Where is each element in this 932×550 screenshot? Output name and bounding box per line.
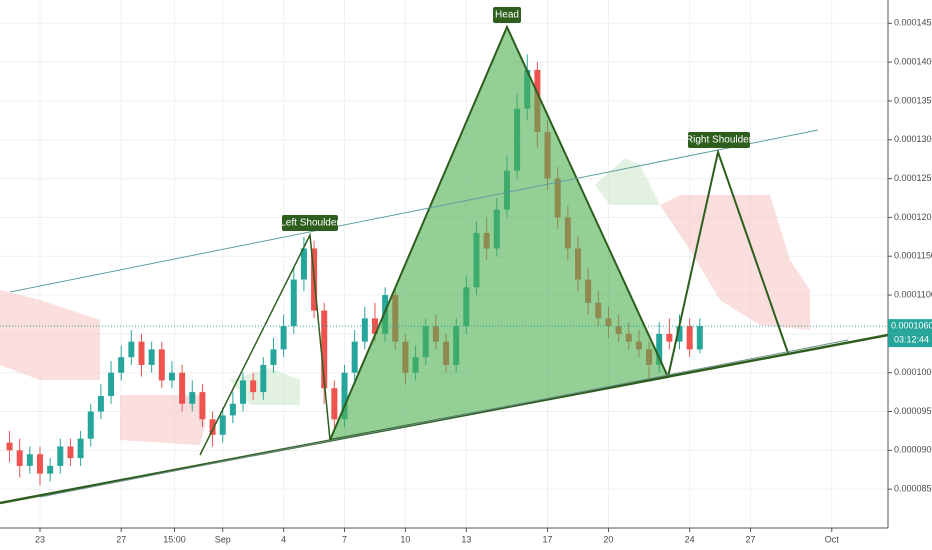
support-line xyxy=(39,339,849,498)
candle-body xyxy=(16,450,23,466)
candle-body xyxy=(666,333,673,342)
candle-body xyxy=(67,446,74,459)
cloud-area xyxy=(0,290,100,380)
price-axis xyxy=(888,0,932,550)
candle-body xyxy=(229,403,236,416)
candle-body xyxy=(676,326,683,342)
countdown-label: 03:12:44 xyxy=(894,334,929,344)
candle-body xyxy=(371,318,378,334)
candle-body xyxy=(260,364,267,393)
candle-body xyxy=(300,248,307,280)
candle-body xyxy=(36,454,43,474)
x-tick-label: Sep xyxy=(215,534,231,544)
candle-body xyxy=(108,372,115,396)
label-box xyxy=(493,7,521,23)
candle-body xyxy=(280,326,287,350)
candle-body xyxy=(189,392,196,404)
left-shoulder-lines xyxy=(199,232,331,456)
right-shoulder-lines xyxy=(667,148,789,378)
candle-body xyxy=(6,442,13,451)
candle-body xyxy=(87,411,94,439)
x-tick-label: 24 xyxy=(685,534,695,544)
cloud-area xyxy=(660,195,810,330)
x-tick-label: 13 xyxy=(461,534,471,544)
candle-body xyxy=(351,341,358,373)
x-tick-label: 27 xyxy=(116,534,126,544)
x-tick-label: 27 xyxy=(746,534,756,544)
y-tick-label: 0.0001100 xyxy=(894,289,932,299)
candle-body xyxy=(696,326,703,350)
candle-body xyxy=(128,341,135,358)
label-box xyxy=(282,215,338,231)
y-tick-label: 0.0001150 xyxy=(894,251,932,261)
candle-body xyxy=(686,326,693,350)
last-price-box xyxy=(888,319,932,334)
candle-body xyxy=(341,372,348,420)
x-tick-label: 10 xyxy=(400,534,410,544)
candle-body xyxy=(331,388,338,420)
x-tick-label: 4 xyxy=(281,534,286,544)
candle-body xyxy=(361,318,368,342)
annotation: Head xyxy=(495,10,519,21)
candle-body xyxy=(138,341,145,365)
candle-body xyxy=(179,372,186,404)
countdown-box xyxy=(888,333,932,348)
candle-body xyxy=(199,392,206,420)
candle-body xyxy=(656,333,663,365)
candle-body xyxy=(148,349,155,365)
candle-body xyxy=(290,279,297,327)
candle-body xyxy=(240,380,247,404)
cloud-area xyxy=(595,158,660,205)
y-tick-label: 0.0001450 xyxy=(894,18,932,28)
candle-body xyxy=(168,372,175,381)
candle-body xyxy=(97,396,104,412)
candle-body xyxy=(57,446,64,466)
candle-body xyxy=(209,419,216,435)
candle-body xyxy=(270,349,277,365)
annotation: Left Shoulder xyxy=(280,218,340,229)
x-tick-label: 15:00 xyxy=(163,534,186,544)
time-axis xyxy=(0,528,932,550)
candle-body xyxy=(250,380,257,393)
x-tick-label: Oct xyxy=(825,534,840,544)
candle-body xyxy=(47,465,54,474)
candle-body xyxy=(321,310,328,389)
x-tick-label: 7 xyxy=(342,534,347,544)
x-tick-label: 20 xyxy=(603,534,613,544)
label-box xyxy=(688,132,750,148)
pattern: Head Left Shoulder Right Shoulder xyxy=(0,7,889,505)
candle-body xyxy=(158,349,165,381)
x-tick-label: 23 xyxy=(35,534,45,544)
candle-body xyxy=(219,415,226,435)
candle-body xyxy=(118,357,125,373)
candle-body xyxy=(77,438,84,459)
channel-line xyxy=(9,129,819,293)
last-price-label: 0.0001060 xyxy=(891,320,932,330)
cloud-area xyxy=(120,395,205,445)
x-tick-label: 17 xyxy=(543,534,553,544)
annotation: Right Shoulder xyxy=(686,135,753,146)
candle-body xyxy=(26,454,33,466)
